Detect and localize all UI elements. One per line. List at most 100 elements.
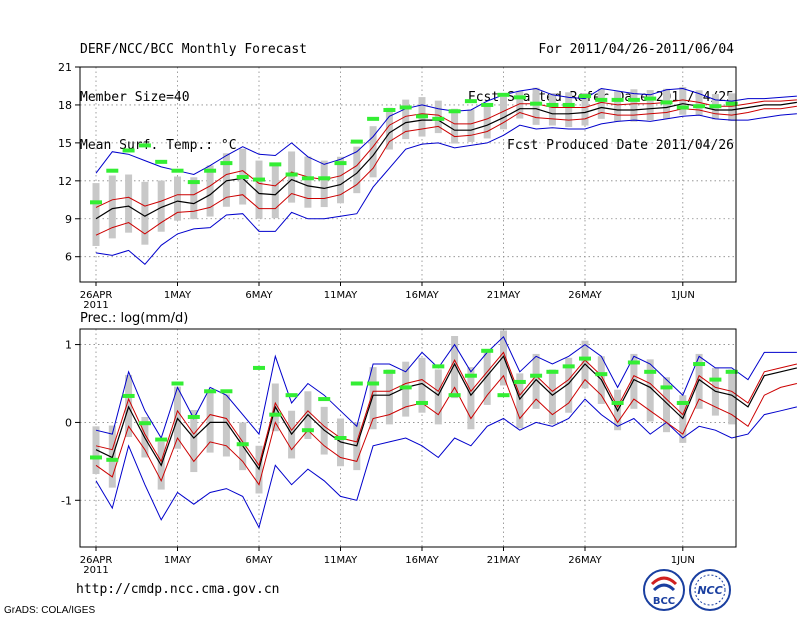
marker-point xyxy=(220,389,233,394)
marker-point xyxy=(122,148,135,153)
marker-point xyxy=(106,168,119,173)
spread-box xyxy=(467,109,475,142)
spread-box xyxy=(271,164,279,219)
marker-point xyxy=(416,400,428,405)
marker-point xyxy=(644,96,657,101)
marker-point xyxy=(562,364,575,369)
marker-point xyxy=(318,176,331,181)
spread-box xyxy=(516,90,524,119)
marker-point xyxy=(709,377,722,382)
marker-point xyxy=(253,177,265,182)
spread-box xyxy=(565,92,573,128)
spread-box xyxy=(190,177,198,220)
marker-point xyxy=(432,364,445,369)
marker-point xyxy=(253,365,265,370)
y-tick-label: 12 xyxy=(58,175,72,188)
spread-box xyxy=(337,156,344,204)
spread-box xyxy=(581,93,589,126)
marker-point xyxy=(464,373,477,378)
spread-box xyxy=(125,174,133,233)
marker-point xyxy=(399,105,412,110)
spread-box xyxy=(532,353,540,409)
marker-point xyxy=(627,97,640,102)
marker-point xyxy=(318,397,331,402)
marker-point xyxy=(725,101,738,106)
spread-box xyxy=(385,107,393,150)
marker-point xyxy=(464,99,477,104)
x-tick-label: 1MAY xyxy=(164,290,192,301)
marker-point xyxy=(693,362,706,367)
spread-box xyxy=(206,165,214,217)
spread-box xyxy=(483,350,491,405)
x-tick-label: 6MAY xyxy=(245,290,273,301)
spread-box xyxy=(695,353,703,409)
y-tick-label: -1 xyxy=(61,494,72,507)
spread-box xyxy=(483,103,491,139)
marker-point xyxy=(399,385,412,390)
precip-title: Prec.: log(mm/d) xyxy=(80,311,188,326)
marker-point xyxy=(530,373,543,378)
forecast-title: DERF/NCC/BCC Monthly Forecast xyxy=(80,42,307,57)
marker-point xyxy=(187,180,200,185)
spread-box xyxy=(728,93,736,122)
series-line-min xyxy=(95,87,797,176)
y-tick-label: 0 xyxy=(65,416,72,429)
plot-frame xyxy=(79,328,737,548)
marker-point xyxy=(513,379,526,384)
marker-point xyxy=(693,104,706,109)
marker-point xyxy=(627,360,640,365)
y-tick-label: 1 xyxy=(65,339,72,352)
spread-box xyxy=(190,409,198,473)
marker-point xyxy=(611,400,624,405)
precipitation-panel: -1 0 1 26APR 1MAY 6MAY 11MAY 16MAY 21MAY 26MAY 1JU… xyxy=(61,311,798,576)
x-tick-label: 11MAY xyxy=(324,555,358,566)
spread-box xyxy=(369,367,377,430)
spread-box xyxy=(157,180,165,232)
spread-box xyxy=(206,390,214,453)
x-tick-label: 26MAY xyxy=(568,555,602,566)
marker-point xyxy=(709,104,722,109)
x-tick-label: 26APR xyxy=(80,555,113,566)
spread-box xyxy=(353,146,361,194)
marker-point xyxy=(562,102,575,107)
marker-point xyxy=(155,437,168,442)
x-tick-label: 11MAY xyxy=(324,290,358,301)
marker-point xyxy=(90,455,102,460)
y-tick-label: 9 xyxy=(65,213,72,226)
bcc-logo: BCC xyxy=(642,568,686,612)
member-size: Member Size=40 xyxy=(80,90,190,105)
spread-box xyxy=(385,369,393,425)
marker-point xyxy=(579,356,591,361)
marker-point xyxy=(350,139,363,144)
marker-point xyxy=(644,369,657,374)
spread-box xyxy=(451,108,459,144)
marker-point xyxy=(236,175,249,180)
y-tick-label: 15 xyxy=(58,137,72,150)
x-tick-label: 1JUN xyxy=(671,290,695,301)
marker-point xyxy=(367,381,380,386)
spread-box xyxy=(288,151,296,203)
spread-box xyxy=(646,90,654,121)
series-line-max_spread xyxy=(95,351,798,467)
marker-point xyxy=(660,100,673,105)
marker-point xyxy=(171,381,184,386)
source-url[interactable]: http://cmdp.ncc.cma.gov.cn xyxy=(76,582,280,597)
spread-box xyxy=(614,91,622,122)
spread-box xyxy=(516,373,524,429)
spread-box xyxy=(174,176,181,221)
spread-box xyxy=(548,93,556,126)
marker-point xyxy=(530,101,543,106)
marker-point xyxy=(220,161,233,166)
spread-box xyxy=(222,153,230,207)
spread-box xyxy=(532,87,540,125)
spread-box xyxy=(679,86,687,115)
series-line-max xyxy=(95,113,797,266)
marker-point xyxy=(383,369,396,374)
y-tick-label: 21 xyxy=(58,61,72,74)
marker-point xyxy=(204,389,217,394)
marker-point xyxy=(676,400,689,405)
spread-box xyxy=(630,353,638,409)
x-tick-label: 16MAY xyxy=(405,290,439,301)
marker-point xyxy=(138,421,151,426)
marker-point xyxy=(595,97,608,102)
